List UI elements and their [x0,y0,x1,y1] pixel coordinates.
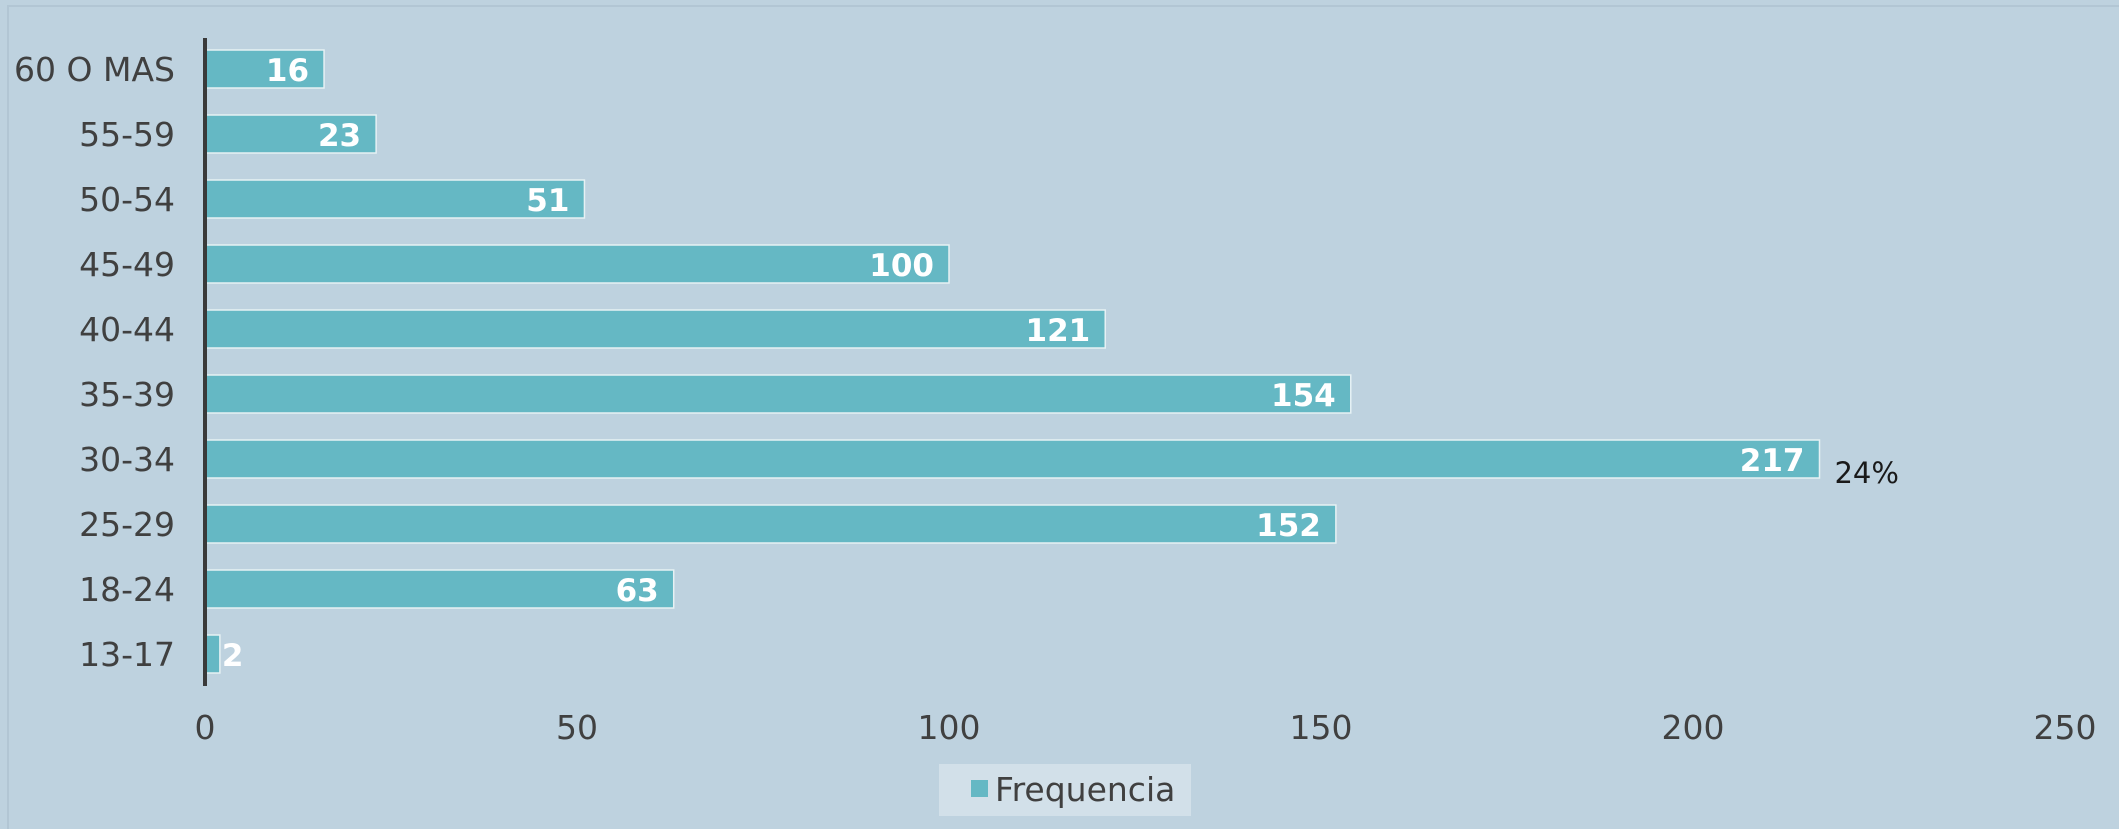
category-label-30-34: 30-34 [79,440,175,479]
bar-30-34 [204,439,1821,479]
bar-45-49 [204,244,950,284]
legend-swatch [971,780,988,797]
data-label-40-44: 121 [1026,313,1091,349]
x-tick-100: 100 [918,708,981,747]
data-label-55-59: 23 [318,118,361,154]
data-label-25-29: 152 [1256,508,1321,544]
chart-border [7,5,2119,829]
bar-50-54 [204,179,586,219]
plot-area: 13-17 2 18-24 63 25-29 152 30-34 217 24% 35-39 154… [14,49,1899,674]
legend: Frequencia [939,764,1191,816]
category-label-55-59: 55-59 [79,115,175,154]
bar-18-24 [204,569,675,609]
x-tick-200: 200 [1662,708,1725,747]
x-tick-250: 250 [2034,708,2097,747]
category-label-60-o-mas: 60 O MAS [14,50,175,89]
x-axis-ticks: 0 50 100 150 200 250 [195,708,2097,747]
legend-label: Frequencia [995,770,1175,809]
data-label-60-o-mas: 16 [266,53,309,89]
data-label-50-54: 51 [526,183,569,219]
category-label-13-17: 13-17 [79,635,175,674]
bar-35-39 [204,374,1352,414]
x-tick-150: 150 [1290,708,1353,747]
bar-40-44 [204,309,1106,349]
data-label-35-39: 154 [1271,378,1336,414]
category-label-35-39: 35-39 [79,375,175,414]
category-label-50-54: 50-54 [79,180,175,219]
category-label-18-24: 18-24 [79,570,175,609]
category-label-40-44: 40-44 [79,310,175,349]
data-label-30-34: 217 [1740,443,1805,479]
annotation-30-34: 24% [1834,456,1898,490]
data-label-45-49: 100 [869,248,934,284]
x-tick-0: 0 [195,708,216,747]
category-label-25-29: 25-29 [79,505,175,544]
bar-13-17 [204,634,221,674]
data-label-18-24: 63 [616,573,659,609]
bar-55-59 [204,114,377,154]
category-label-45-49: 45-49 [79,245,175,284]
x-tick-50: 50 [556,708,598,747]
data-label-13-17: 2 [222,638,244,674]
bar-25-29 [204,504,1337,544]
